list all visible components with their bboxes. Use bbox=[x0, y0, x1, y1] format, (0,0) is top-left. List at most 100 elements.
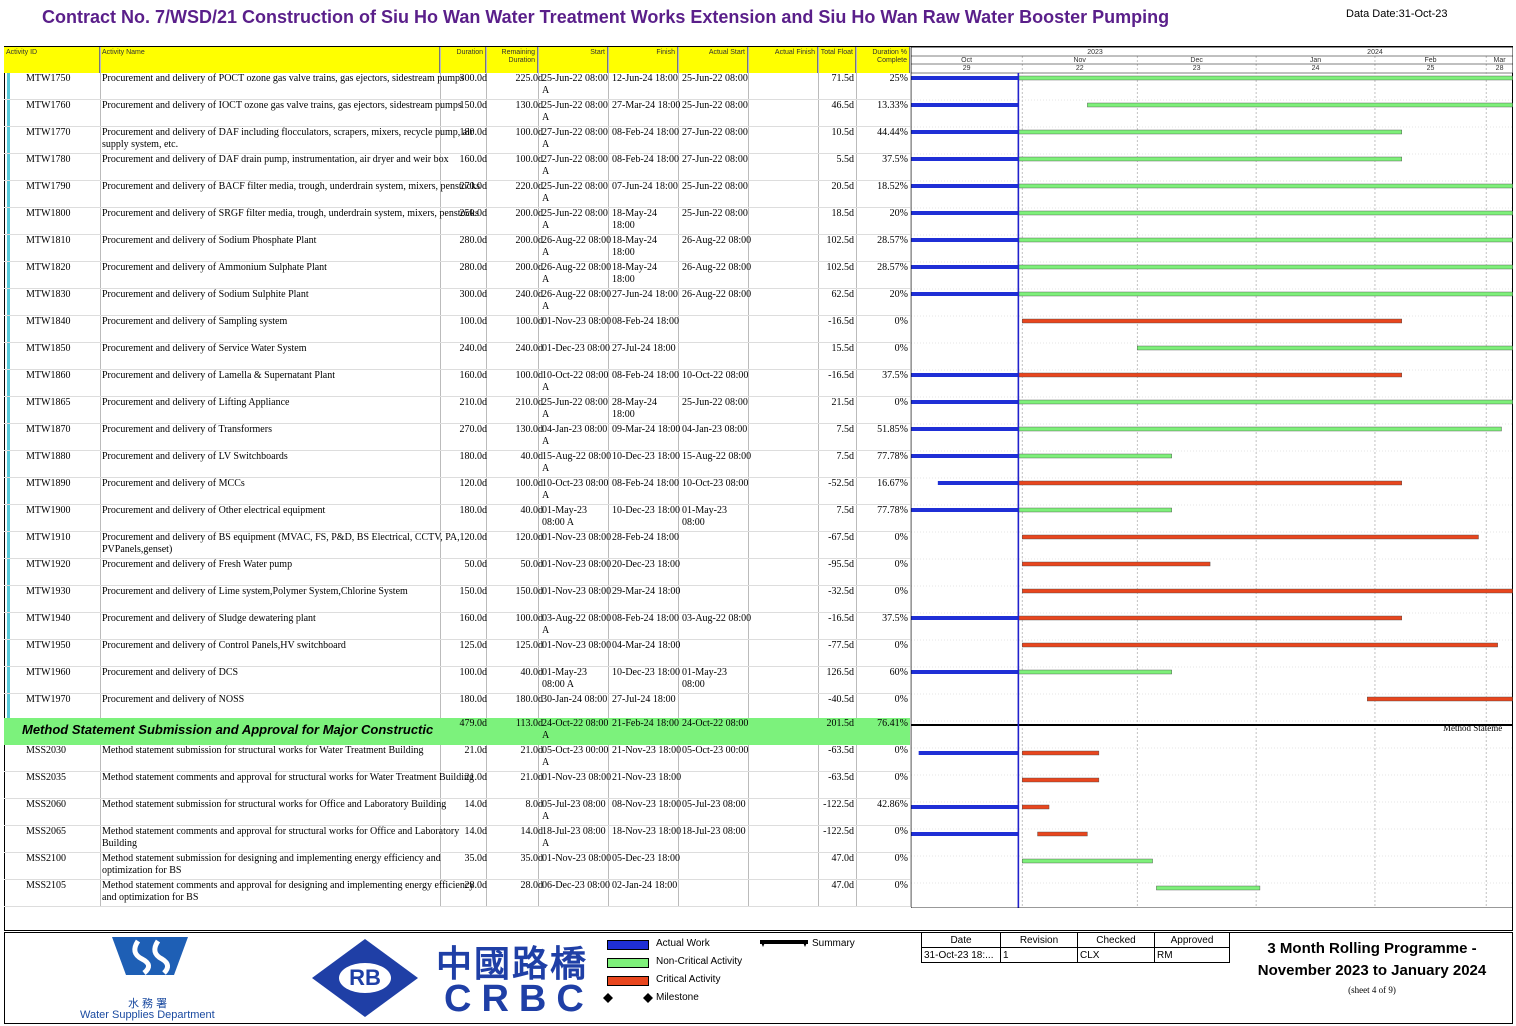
finish-date: 10-Dec-23 18:00 bbox=[612, 451, 681, 462]
column-header[interactable]: Remaining Duration bbox=[486, 47, 538, 73]
table-row[interactable]: MTW1820 Procurement and delivery of Ammon… bbox=[4, 262, 910, 289]
table-row[interactable]: MTW1880 Procurement and delivery of LV Sw… bbox=[4, 451, 910, 478]
start-date: 30-Jan-24 08:00 bbox=[542, 694, 608, 705]
table-row[interactable]: MSS2100 Method statement submission for d… bbox=[4, 853, 910, 880]
activity-id: MTW1900 bbox=[26, 505, 71, 516]
duration: 150.0d bbox=[459, 100, 488, 111]
remaining-duration: 225.0d bbox=[515, 73, 544, 84]
table-row[interactable]: MTW1860 Procurement and delivery of Lamel… bbox=[4, 370, 910, 397]
activity-name: Procurement and delivery of LV Switchboa… bbox=[102, 451, 288, 462]
percent-complete: 0% bbox=[894, 532, 908, 543]
month-label: Jan bbox=[1310, 57, 1321, 64]
noncritical-bar bbox=[1018, 183, 1513, 189]
total-float: -52.5d bbox=[828, 478, 854, 489]
table-row[interactable]: MSS2065 Method statement comments and app… bbox=[4, 826, 910, 853]
actual-start: 18-Jul-23 08:00 bbox=[682, 826, 746, 837]
noncritical-bar bbox=[1018, 453, 1172, 459]
actual-bar bbox=[911, 76, 1019, 80]
critical-bar bbox=[1018, 615, 1403, 621]
table-row[interactable]: MTW1800 Procurement and delivery of SRGF … bbox=[4, 208, 910, 235]
table-row[interactable]: MTW1790 Procurement and delivery of BACF … bbox=[4, 181, 910, 208]
total-float: 7.5d bbox=[836, 424, 855, 435]
table-row[interactable]: MSS2030 Method statement submission for s… bbox=[4, 745, 910, 772]
finish-date: 07-Jun-24 18:00 bbox=[612, 181, 678, 192]
remaining-duration: 35.0d bbox=[520, 853, 544, 864]
remaining-duration: 100.0d bbox=[515, 613, 544, 624]
week-label: 22 bbox=[1076, 65, 1084, 72]
table-row[interactable]: MTW1865 Procurement and delivery of Lifti… bbox=[4, 397, 910, 424]
start-date: 25-Jun-22 08:00 A bbox=[542, 208, 608, 231]
table-row[interactable]: MTW1750 Procurement and delivery of POCT … bbox=[4, 73, 910, 100]
duration: 180.0d bbox=[459, 451, 488, 462]
programme-title: 3 Month Rolling Programme - November 202… bbox=[1236, 938, 1508, 982]
column-header[interactable]: Actual Finish bbox=[748, 47, 818, 73]
table-row[interactable]: MTW1830 Procurement and delivery of Sodiu… bbox=[4, 289, 910, 316]
group-remaining: 113.0d bbox=[515, 718, 543, 729]
actual-start: 01-May-23 08:00 bbox=[682, 667, 727, 690]
start-date: 26-Aug-22 08:00 A bbox=[542, 235, 612, 258]
table-row[interactable]: MTW1930 Procurement and delivery of Lime … bbox=[4, 586, 910, 613]
table-row[interactable]: MTW1960 Procurement and delivery of DCS 10… bbox=[4, 667, 910, 694]
column-header[interactable]: Start bbox=[538, 47, 608, 73]
activity-id: MTW1790 bbox=[26, 181, 71, 192]
summary-bar-label: Method Stateme bbox=[1443, 723, 1502, 733]
column-header[interactable]: Duration bbox=[440, 47, 486, 73]
activity-name: Procurement and delivery of BACF filter … bbox=[102, 181, 480, 192]
duration: 270.0d bbox=[459, 181, 488, 192]
percent-complete: 0% bbox=[894, 640, 908, 651]
column-header[interactable]: Activity Name bbox=[100, 47, 440, 73]
actual-start: 26-Aug-22 08:00 bbox=[682, 289, 752, 300]
table-row[interactable]: MTW1910 Procurement and delivery of BS eq… bbox=[4, 532, 910, 559]
table-row[interactable]: MTW1940 Procurement and delivery of Sludg… bbox=[4, 613, 910, 640]
duration: 270.0d bbox=[459, 424, 488, 435]
noncritical-bar bbox=[1156, 885, 1261, 891]
legend-critical: Critical Activity bbox=[656, 974, 721, 985]
activity-name: Procurement and delivery of Other electr… bbox=[102, 505, 326, 516]
activity-id: MTW1880 bbox=[26, 451, 71, 462]
table-row[interactable]: MTW1950 Procurement and delivery of Contr… bbox=[4, 640, 910, 667]
table-row[interactable]: MSS2105 Method statement comments and app… bbox=[4, 880, 910, 907]
table-row[interactable]: MTW1920 Procurement and delivery of Fresh… bbox=[4, 559, 910, 586]
duration: 50.0d bbox=[464, 559, 488, 570]
column-header[interactable]: Activity ID bbox=[4, 47, 100, 73]
wsd-logo-icon bbox=[112, 937, 188, 975]
table-row[interactable]: MTW1840 Procurement and delivery of Sampl… bbox=[4, 316, 910, 343]
table-row[interactable]: MSS2060 Method statement submission for s… bbox=[4, 799, 910, 826]
percent-complete: 0% bbox=[894, 397, 908, 408]
group-row[interactable]: Method Statement Submission and Approval… bbox=[4, 718, 910, 745]
finish-date: 08-Feb-24 18:00 bbox=[612, 613, 679, 624]
actual-bar bbox=[911, 238, 1019, 242]
column-header[interactable]: Total Float bbox=[818, 47, 856, 73]
legend-critical-swatch bbox=[607, 976, 649, 986]
table-row[interactable]: MTW1780 Procurement and delivery of DAF d… bbox=[4, 154, 910, 181]
table-row[interactable]: MTW1870 Procurement and delivery of Trans… bbox=[4, 424, 910, 451]
percent-complete: 37.5% bbox=[882, 370, 908, 381]
table-row[interactable]: MTW1760 Procurement and delivery of IOCT … bbox=[4, 100, 910, 127]
percent-complete: 42.86% bbox=[877, 799, 908, 810]
table-row[interactable]: MTW1810 Procurement and delivery of Sodiu… bbox=[4, 235, 910, 262]
table-row[interactable]: MSS2035 Method statement comments and app… bbox=[4, 772, 910, 799]
column-header[interactable]: Duration % Complete bbox=[856, 47, 910, 73]
activity-name: Method statement comments and approval f… bbox=[102, 826, 460, 849]
column-header[interactable]: Finish bbox=[608, 47, 678, 73]
start-date: 25-Jun-22 08:00 A bbox=[542, 397, 608, 420]
table-row[interactable]: MTW1970 Procurement and delivery of NOSS 1… bbox=[4, 694, 910, 721]
table-row[interactable]: MTW1890 Procurement and delivery of MCCs 1… bbox=[4, 478, 910, 505]
critical-bar bbox=[1021, 750, 1100, 756]
footer bbox=[4, 932, 1513, 1024]
table-row[interactable]: MTW1770 Procurement and delivery of DAF i… bbox=[4, 127, 910, 154]
actual-bar bbox=[911, 805, 1019, 809]
activity-name: Method statement submission for structur… bbox=[102, 745, 424, 756]
activity-name: Procurement and delivery of Sampling sys… bbox=[102, 316, 288, 327]
column-header[interactable]: Actual Start bbox=[678, 47, 748, 73]
group-start: 24-Oct-22 08:00 A bbox=[542, 718, 609, 741]
activity-id: MTW1920 bbox=[26, 559, 71, 570]
table-row[interactable]: MTW1900 Procurement and delivery of Other… bbox=[4, 505, 910, 532]
activity-name: Method statement submission for structur… bbox=[102, 799, 447, 810]
total-float: -16.5d bbox=[828, 370, 854, 381]
table-row[interactable]: MTW1850 Procurement and delivery of Servi… bbox=[4, 343, 910, 370]
critical-bar bbox=[1021, 777, 1100, 783]
noncritical-bar bbox=[1018, 426, 1502, 432]
noncritical-bar bbox=[1018, 210, 1513, 216]
finish-date: 08-Feb-24 18:00 bbox=[612, 478, 679, 489]
